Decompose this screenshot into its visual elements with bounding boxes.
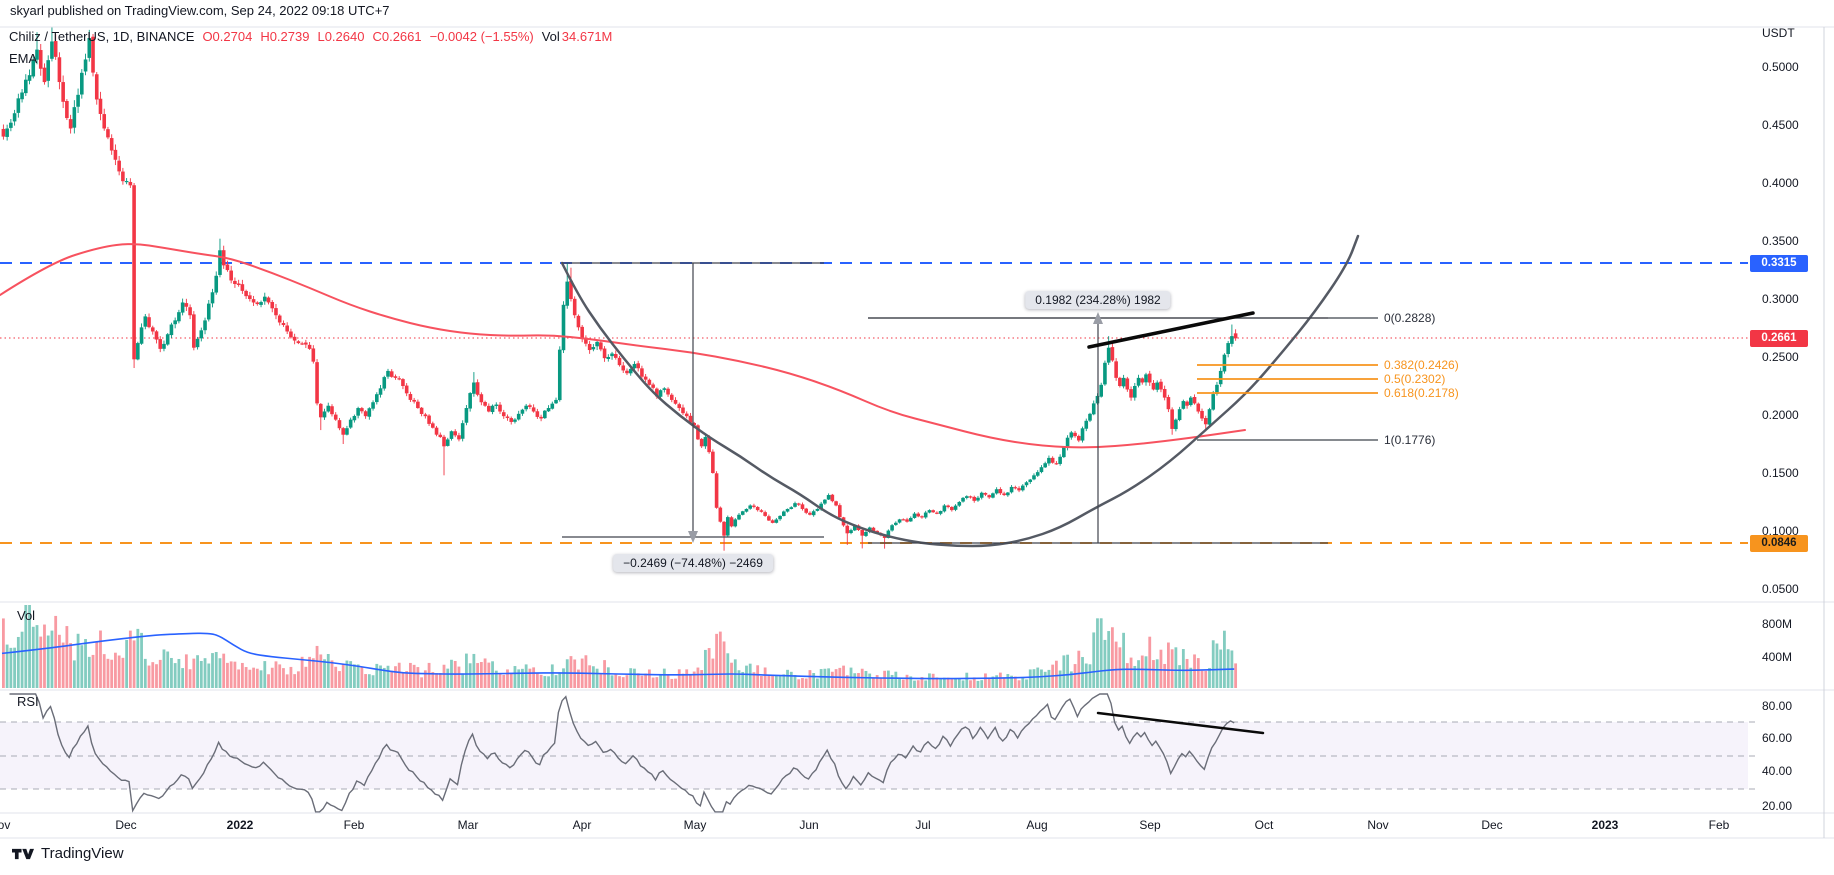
tradingview-brand-text: TradingView <box>41 845 124 862</box>
symbol-legend[interactable]: Chiliz / TetherUS, 1D, BINANCE O0.2704 H… <box>9 29 612 44</box>
candlestick-series[interactable] <box>1 25 1238 551</box>
tradingview-attribution[interactable]: TradingView <box>12 845 124 862</box>
symbol-title[interactable]: Chiliz / TetherUS, 1D, BINANCE <box>9 29 195 44</box>
price-trendline[interactable] <box>1087 311 1255 349</box>
rsi-trendline[interactable] <box>1096 711 1265 735</box>
ema-line[interactable] <box>0 243 1246 449</box>
ohlc-low: L0.2640 <box>317 29 365 44</box>
ohlc-high: H0.2739 <box>260 29 310 44</box>
rsi-line[interactable] <box>9 693 1235 813</box>
volume-pane[interactable] <box>2 605 1238 688</box>
tradingview-logo-icon <box>12 848 34 859</box>
price-range-measure[interactable] <box>868 312 1328 544</box>
ohlc-open: O0.2704 <box>202 29 253 44</box>
ohlc-close: C0.2661 <box>372 29 422 44</box>
volume-ma-line <box>1 632 1235 680</box>
ema-legend[interactable]: EMA <box>9 51 38 66</box>
change-value: −0.0042 (−1.55%) <box>429 29 534 44</box>
volume-label: Vol <box>541 29 560 44</box>
volume-value: 34.671M <box>561 29 613 44</box>
price-range-measure[interactable] <box>562 262 824 543</box>
